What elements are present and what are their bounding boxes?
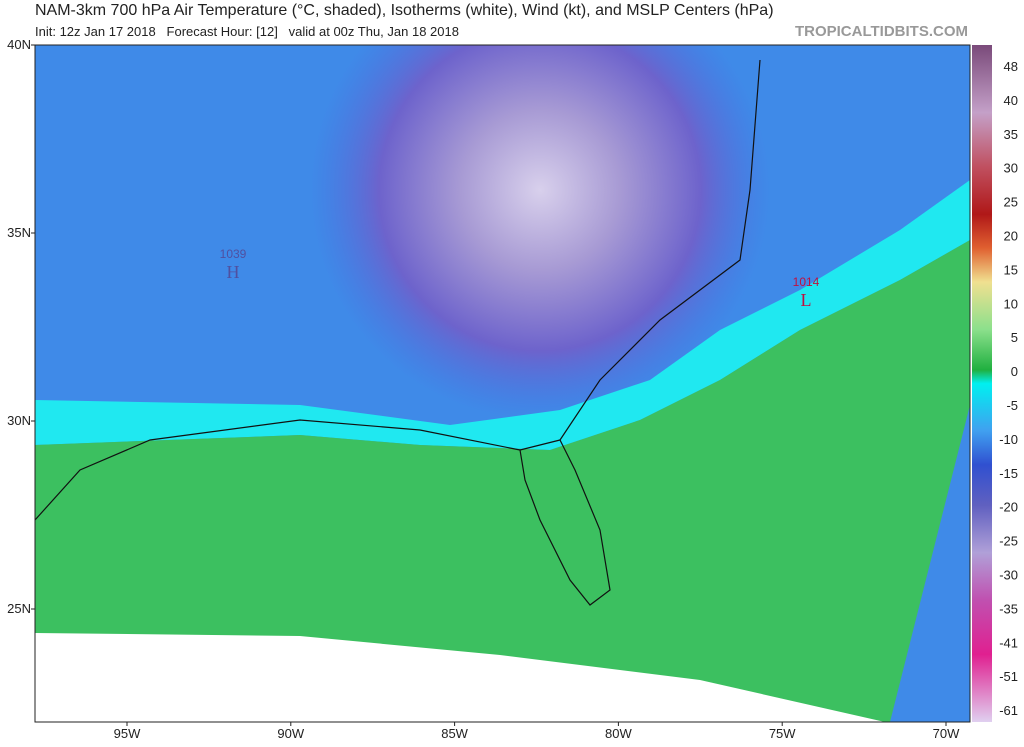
florida [519, 439, 611, 606]
colorbar-label: -15 [999, 466, 1018, 481]
pressure-value: 1014 [793, 275, 820, 289]
warm-region [35, 240, 970, 722]
colorbar [972, 45, 992, 722]
lat-label: 35N [7, 225, 31, 240]
colorbar-label: 35 [1004, 127, 1018, 142]
pressure-symbol: H [227, 262, 240, 282]
colorbar-label: 48 [1004, 59, 1018, 74]
colorbar-label: 0 [1011, 364, 1018, 379]
lat-label: 40N [7, 37, 31, 52]
colorbar-label: 10 [1004, 296, 1018, 311]
lon-label: 70W [933, 726, 960, 741]
lat-label: 25N [7, 601, 31, 616]
outside-domain [35, 633, 885, 722]
map-frame [34, 44, 971, 723]
brand: TROPICALTIDBITS.COM [795, 23, 968, 40]
colorbar-label: -30 [999, 568, 1018, 583]
colorbar-label: -41 [999, 635, 1018, 650]
colorbar-label: -20 [999, 500, 1018, 515]
pressure-symbol: L [801, 290, 812, 310]
subtitle: Init: 12z Jan 17 2018 Forecast Hour: [12… [35, 24, 459, 39]
colorbar-label: -61 [999, 703, 1018, 718]
colorbar-label: 15 [1004, 262, 1018, 277]
title: NAM-3km 700 hPa Air Temperature (°C, sha… [35, 2, 774, 19]
colorbar-label: 30 [1004, 161, 1018, 176]
lon-label: 90W [277, 726, 304, 741]
colorbar-label: -10 [999, 432, 1018, 447]
colorbar-label: 20 [1004, 229, 1018, 244]
lat-label: 30N [7, 413, 31, 428]
lon-label: 95W [114, 726, 141, 741]
pressure-value: 1039 [220, 247, 247, 261]
freezing-band [35, 180, 970, 450]
coastline [34, 59, 761, 521]
lon-label: 75W [769, 726, 796, 741]
lon-label: 80W [605, 726, 632, 741]
colorbar-label: 40 [1004, 93, 1018, 108]
lon-label: 85W [441, 726, 468, 741]
colorbar-label: -25 [999, 534, 1018, 549]
colorbar-label: 25 [1004, 195, 1018, 210]
colorbar-label: -35 [999, 601, 1018, 616]
colorbar-label: -51 [999, 669, 1018, 684]
colorbar-label: -5 [1006, 398, 1018, 413]
colorbar-label: 5 [1011, 330, 1018, 345]
